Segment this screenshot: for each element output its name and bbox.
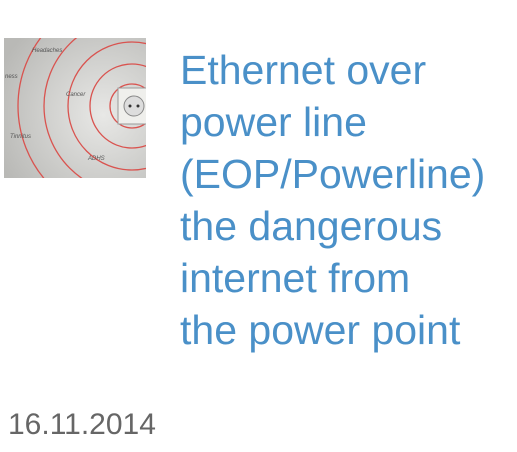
thumbnail-label: ness [5,74,18,80]
thumbnail-label: Cancer [66,92,86,98]
power-socket [117,87,146,125]
article-date: 16.11.2014 [8,408,156,441]
article-thumbnail[interactable]: Headaches ness Cancer Tinnitus ADHS [4,38,146,178]
article-title[interactable]: Ethernet over power line (EOP/Powerline) th… [180,44,517,356]
title-line[interactable]: the dangerous [180,203,443,249]
title-line[interactable]: internet from [180,255,411,301]
title-line[interactable]: power line [180,99,367,145]
title-line[interactable]: (EOP/Powerline) [180,151,486,197]
title-line[interactable]: Ethernet over [180,47,427,93]
thumbnail-label: Tinnitus [10,134,31,140]
title-line[interactable]: the power point [180,307,461,353]
thumbnail-label: Headaches [32,48,62,54]
rings [17,38,146,178]
thumbnail-label: ADHS [87,156,105,162]
